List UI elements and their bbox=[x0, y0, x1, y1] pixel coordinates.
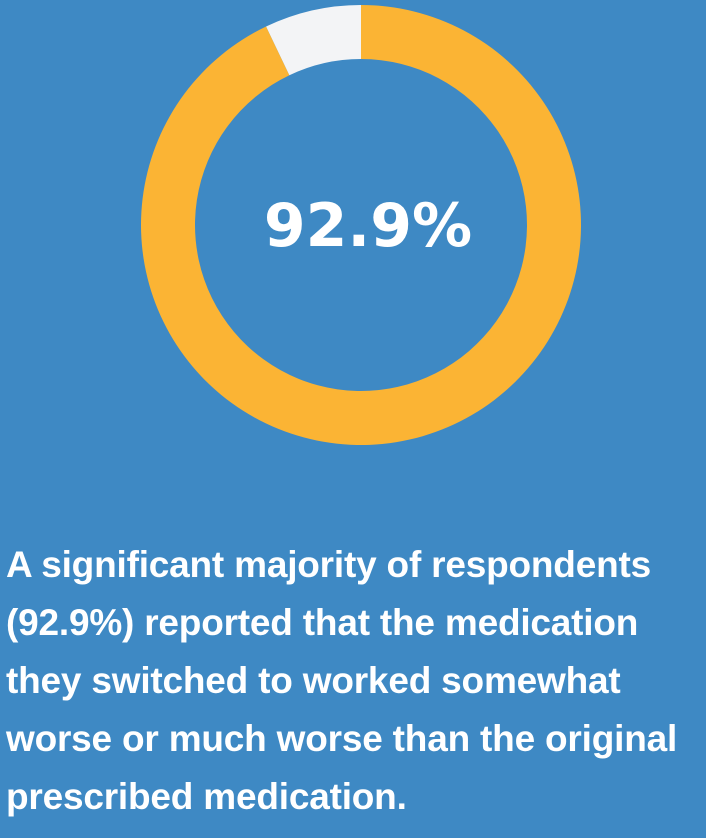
donut-slice-1 bbox=[266, 5, 361, 76]
chart-caption: A significant majority of respondents (9… bbox=[6, 544, 678, 817]
center-percentage-label: 92.9% bbox=[264, 191, 472, 261]
donut-chart: 92.9% bbox=[141, 5, 581, 445]
donut-slices bbox=[141, 5, 581, 445]
